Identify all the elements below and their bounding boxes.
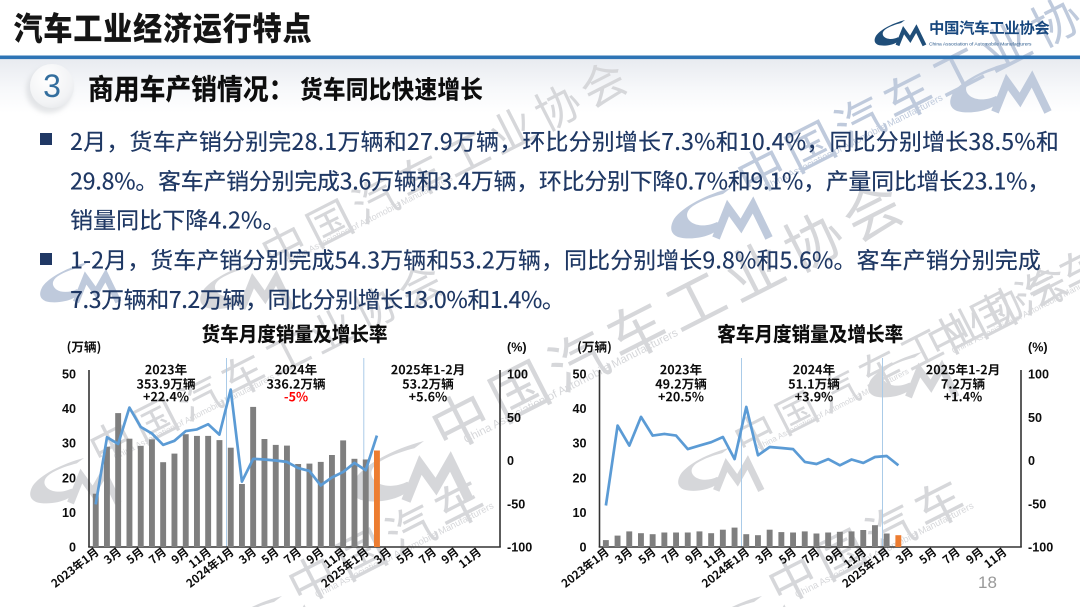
- svg-text:0: 0: [579, 541, 586, 555]
- svg-text:50: 50: [507, 411, 521, 425]
- svg-text:0: 0: [507, 454, 514, 468]
- svg-text:50: 50: [62, 368, 76, 382]
- svg-text:20: 20: [62, 471, 76, 485]
- svg-text:10: 10: [62, 506, 76, 520]
- svg-text:-50: -50: [507, 497, 525, 511]
- svg-text:-50: -50: [1028, 497, 1046, 511]
- svg-text:(%): (%): [507, 341, 527, 355]
- svg-text:-100: -100: [507, 541, 532, 555]
- svg-text:China Association of Automobil: China Association of Automobile Manufact…: [929, 42, 1032, 48]
- svg-text:20: 20: [572, 471, 586, 485]
- svg-text:40: 40: [572, 402, 586, 416]
- svg-text:100: 100: [1028, 368, 1049, 382]
- svg-text:50: 50: [1028, 411, 1042, 425]
- svg-text:40: 40: [62, 402, 76, 416]
- svg-text:0: 0: [1028, 454, 1035, 468]
- svg-text:30: 30: [62, 437, 76, 451]
- svg-text:10: 10: [572, 506, 586, 520]
- svg-text:(%): (%): [1028, 341, 1048, 355]
- svg-text:30: 30: [572, 437, 586, 451]
- svg-text:100: 100: [507, 368, 528, 382]
- svg-text:-100: -100: [1028, 541, 1053, 555]
- svg-text:18: 18: [978, 573, 997, 592]
- svg-text:50: 50: [572, 368, 586, 382]
- svg-text:3: 3: [43, 68, 61, 104]
- svg-text:0: 0: [69, 541, 76, 555]
